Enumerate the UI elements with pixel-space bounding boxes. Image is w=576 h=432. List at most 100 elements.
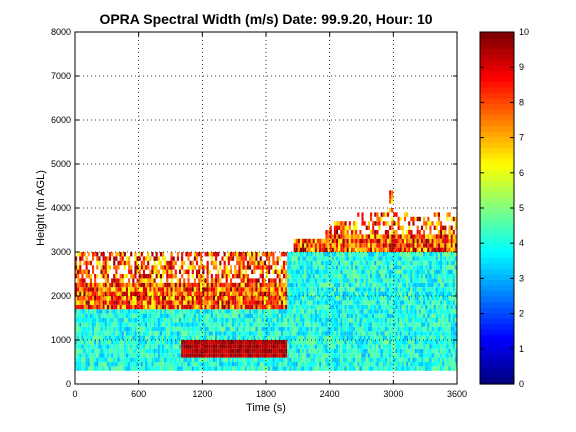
heatmap-cell <box>384 265 387 270</box>
heatmap-cell <box>442 344 445 349</box>
heatmap-cell <box>134 326 137 332</box>
heatmap-cell <box>355 287 358 292</box>
heatmap-cell <box>295 238 298 244</box>
heatmap-cell <box>348 335 351 340</box>
heatmap-cell <box>425 331 428 336</box>
heatmap-cell <box>159 366 163 371</box>
heatmap-cell <box>323 313 326 318</box>
heatmap-cell <box>435 221 438 226</box>
heatmap-cell <box>206 296 209 301</box>
heatmap-cell <box>308 353 311 358</box>
heatmap-cell <box>251 309 254 314</box>
heatmap-cell <box>263 331 266 336</box>
heatmap-cell <box>268 309 271 314</box>
heatmap-cell <box>442 252 445 257</box>
heatmap-cell <box>229 340 233 345</box>
heatmap-cell <box>350 252 354 257</box>
heatmap-cell <box>111 362 114 367</box>
heatmap-cell <box>367 234 370 239</box>
heatmap-cell <box>376 296 379 301</box>
heatmap-cell <box>210 348 213 354</box>
heatmap-cell <box>380 348 383 354</box>
heatmap-cell <box>435 318 438 323</box>
heatmap-cell <box>302 291 305 296</box>
heatmap-cell <box>136 335 139 340</box>
heatmap-cell <box>391 357 394 362</box>
heatmap-cell <box>308 238 311 244</box>
heatmap-cell <box>206 309 209 314</box>
heatmap-cell <box>420 318 424 323</box>
heatmap-cell <box>278 322 281 327</box>
heatmap-cell <box>259 309 262 314</box>
heatmap-cell <box>448 348 451 354</box>
heatmap-cell <box>121 366 124 371</box>
heatmap-cell <box>145 322 148 327</box>
heatmap-cell <box>401 362 404 367</box>
heatmap-cell <box>420 269 424 274</box>
heatmap-cell <box>329 326 332 332</box>
heatmap-cell <box>418 304 421 310</box>
heatmap-cell <box>134 300 137 305</box>
heatmap-cell <box>117 326 120 332</box>
heatmap-cell <box>440 269 443 274</box>
heatmap-cell <box>393 278 396 283</box>
heatmap-cell <box>344 243 347 248</box>
heatmap-cell <box>251 357 254 362</box>
heatmap-cell <box>293 287 296 292</box>
heatmap-cell <box>174 313 177 318</box>
heatmap-cell <box>450 335 453 340</box>
heatmap-cell <box>223 265 226 270</box>
heatmap-cell <box>302 313 305 318</box>
heatmap-cell <box>208 366 211 371</box>
heatmap-cell <box>446 322 449 327</box>
heatmap-cell <box>83 318 86 323</box>
heatmap-cell <box>100 265 103 270</box>
heatmap-cell <box>149 362 152 367</box>
heatmap-cell <box>378 269 381 274</box>
heatmap-cell <box>342 309 345 314</box>
heatmap-cell <box>425 234 428 239</box>
heatmap-cell <box>142 353 146 358</box>
heatmap-cell <box>367 366 370 371</box>
heatmap-cell <box>100 331 103 336</box>
heatmap-cell <box>164 309 167 314</box>
heatmap-cell <box>249 304 252 310</box>
heatmap-cell <box>123 340 126 345</box>
heatmap-cell <box>287 357 290 362</box>
heatmap-cell <box>355 252 358 257</box>
heatmap-cell <box>234 274 237 279</box>
heatmap-cell <box>386 318 390 323</box>
heatmap-cell <box>340 340 343 345</box>
heatmap-cell <box>149 318 152 323</box>
heatmap-cell <box>227 353 230 358</box>
heatmap-cell <box>287 282 290 288</box>
heatmap-cell <box>450 269 453 274</box>
heatmap-cell <box>106 309 109 314</box>
heatmap-cell <box>276 291 279 296</box>
heatmap-cell <box>450 287 453 292</box>
heatmap-cell <box>435 300 438 305</box>
heatmap-cell <box>359 344 362 349</box>
heatmap-cell <box>215 353 218 358</box>
heatmap-cell <box>153 318 156 323</box>
heatmap-cell <box>96 291 99 296</box>
heatmap-cell <box>442 366 445 371</box>
heatmap-cell <box>151 282 154 288</box>
heatmap-cell <box>304 291 307 296</box>
heatmap-cell <box>389 300 392 305</box>
heatmap-cell <box>304 252 307 257</box>
heatmap-cell <box>191 366 194 371</box>
heatmap-cell <box>319 252 322 257</box>
heatmap-cell <box>132 304 135 310</box>
heatmap-cell <box>94 344 97 349</box>
heatmap-cell <box>263 296 266 301</box>
heatmap-cell <box>289 274 292 279</box>
heatmap-cell <box>308 282 311 288</box>
heatmap-cell <box>365 225 368 230</box>
heatmap-cell <box>374 331 377 336</box>
heatmap-cell <box>312 348 315 354</box>
heatmap-cell <box>367 278 370 283</box>
heatmap-cell <box>310 304 313 310</box>
heatmap-cell <box>178 322 182 327</box>
heatmap-cell <box>147 252 150 257</box>
